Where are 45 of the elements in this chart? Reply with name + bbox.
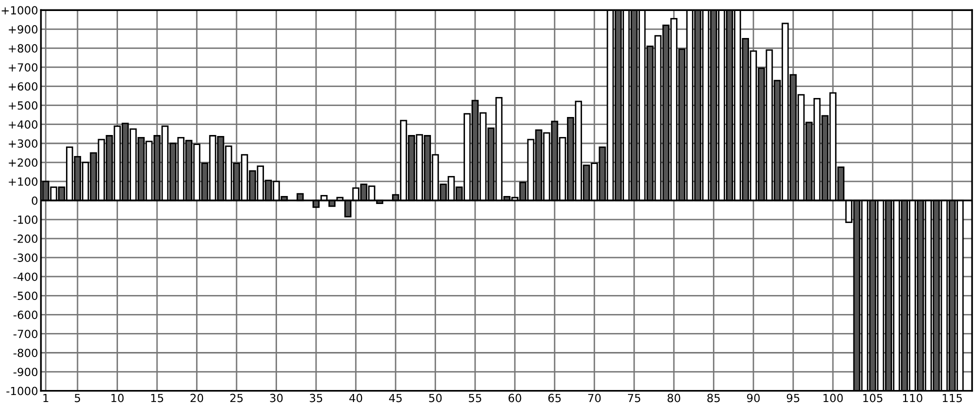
y-tick-label: +500 xyxy=(8,101,38,110)
y-tick-label: -100 xyxy=(14,215,38,224)
x-tick-label: 45 xyxy=(389,394,402,402)
y-tick-label: +900 xyxy=(8,25,38,34)
y-tick-label: -900 xyxy=(14,368,38,376)
y-tick-label: -1000 xyxy=(6,386,38,396)
y-tick-label: +400 xyxy=(8,120,38,129)
x-tick-label: 50 xyxy=(429,394,442,402)
x-tick-label: 65 xyxy=(548,394,561,402)
x-tick-label: 10 xyxy=(111,394,124,402)
x-tick-label: 75 xyxy=(628,394,640,402)
x-tick-label: 110 xyxy=(903,394,922,402)
x-tick-label: 5 xyxy=(74,394,80,402)
x-tick-label: 20 xyxy=(190,394,204,402)
y-tick-label: 0 xyxy=(32,196,38,205)
x-tick-label: 105 xyxy=(863,394,882,402)
x-tick-label: 115 xyxy=(942,394,962,402)
x-tick-label: 95 xyxy=(786,394,800,402)
y-tick-label: -700 xyxy=(14,330,38,338)
x-tick-label: 25 xyxy=(230,394,243,402)
x-tick-label: 90 xyxy=(747,394,760,402)
x-tick-label: 35 xyxy=(310,394,322,402)
x-tick-label: 80 xyxy=(668,394,680,402)
y-tick-label: +1000 xyxy=(2,6,38,15)
x-tick-label: 100 xyxy=(824,394,843,402)
x-tick-label: 1 xyxy=(43,394,48,402)
x-tick-label: 55 xyxy=(468,394,482,402)
y-tick-label: +600 xyxy=(8,82,38,91)
x-tick-label: 40 xyxy=(349,394,362,402)
y-tick-label: -400 xyxy=(14,272,38,281)
y-tick-label: -600 xyxy=(14,310,38,320)
x-tick-label: 70 xyxy=(588,394,601,402)
y-tick-label: -800 xyxy=(14,348,38,358)
x-tick-label: 15 xyxy=(151,394,164,402)
y-tick-label: -200 xyxy=(14,234,38,243)
y-tick-label: +300 xyxy=(8,139,38,148)
x-tick-label: 85 xyxy=(707,394,720,402)
y-tick-label: -500 xyxy=(14,292,38,300)
y-tick-label: -300 xyxy=(14,254,38,262)
x-tick-label: 30 xyxy=(270,394,283,402)
y-tick-label: +200 xyxy=(8,158,38,167)
y-tick-label: +100 xyxy=(8,177,38,186)
y-tick-label: +700 xyxy=(8,63,38,72)
x-tick-label: 60 xyxy=(508,394,522,402)
y-tick-label: +800 xyxy=(8,44,38,53)
